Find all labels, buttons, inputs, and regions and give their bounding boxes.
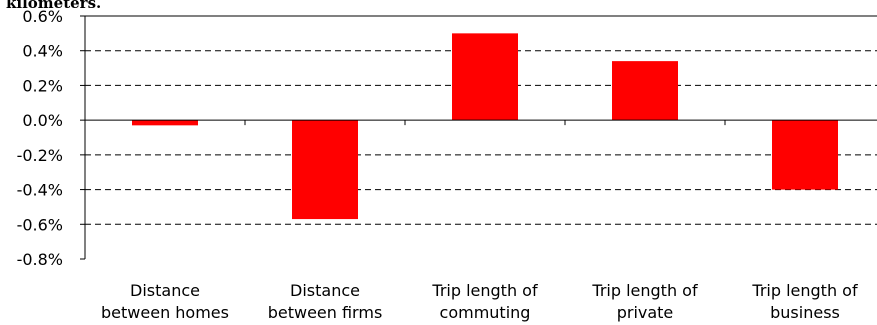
caption-fragment: kilometers.: [6, 0, 102, 12]
axes: [80, 15, 877, 260]
bar: [772, 120, 838, 190]
bar: [132, 120, 198, 126]
y-tick-label: -0.6%: [17, 215, 63, 234]
bar: [612, 61, 678, 121]
x-tick-label: business: [770, 303, 840, 322]
y-tick-label: 0.2%: [22, 76, 63, 95]
x-tick-label: commuting: [440, 303, 531, 322]
x-tick-labels: Distance between homes Distance between fir…: [101, 281, 858, 322]
x-tick-label: Distance: [130, 281, 200, 300]
y-tick-label: -0.2%: [17, 146, 63, 165]
y-tick-labels: 0.6% 0.4% 0.2% 0.0% -0.2% -0.4% -0.6% -0.8%: [17, 7, 63, 269]
y-tick-label: -0.4%: [17, 181, 63, 200]
x-tick-label: Trip length of: [591, 281, 698, 300]
y-tick-label: 0.6%: [22, 7, 63, 26]
x-tick-label: Distance: [290, 281, 360, 300]
x-tick-label: Trip length of: [431, 281, 538, 300]
x-tick-label: Trip length of: [751, 281, 858, 300]
x-tick-label: between homes: [101, 303, 229, 322]
y-tick-label: 0.0%: [22, 111, 63, 130]
y-tick-label: 0.4%: [22, 42, 63, 61]
bar: [292, 120, 358, 220]
y-tick-label: -0.8%: [17, 250, 63, 269]
x-tick-label: between firms: [268, 303, 383, 322]
x-tick-label: private: [617, 303, 674, 322]
bars: [132, 33, 838, 220]
bar: [452, 33, 518, 121]
